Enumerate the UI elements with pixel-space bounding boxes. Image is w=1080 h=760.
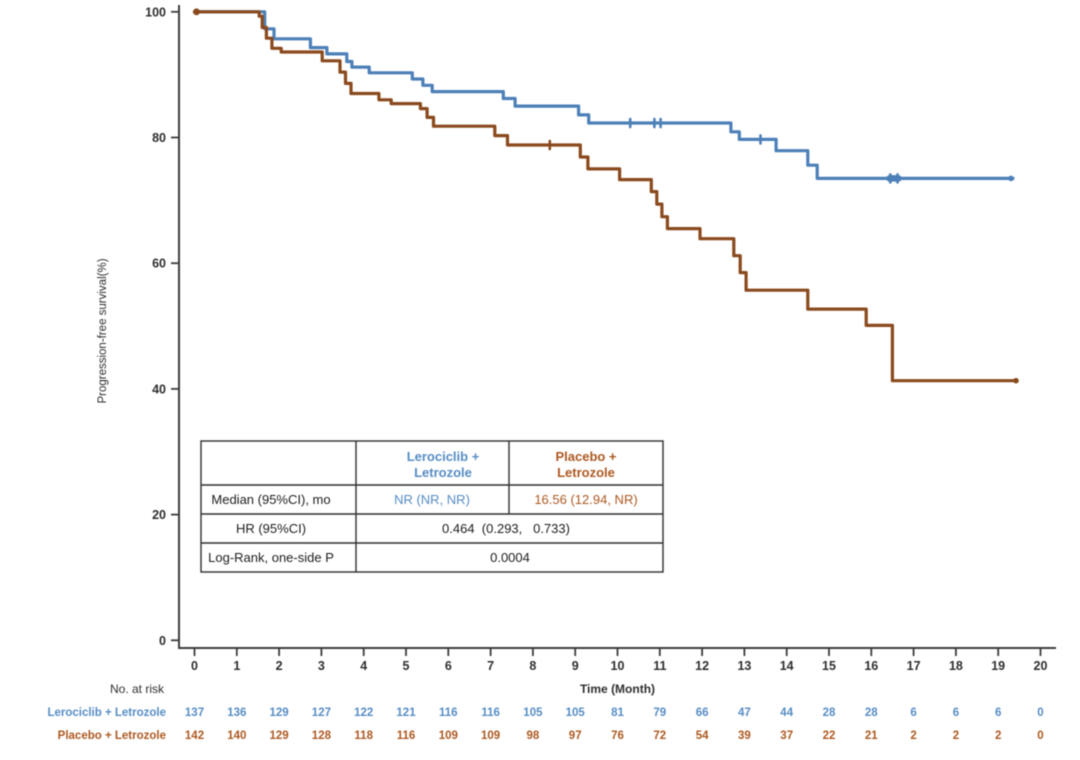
svg-text:140: 140 (227, 730, 246, 742)
svg-text:16.56 (12.94, NR): 16.56 (12.94, NR) (534, 492, 637, 507)
svg-text:105: 105 (523, 707, 543, 719)
svg-text:121: 121 (396, 707, 416, 719)
svg-text:122: 122 (354, 707, 373, 719)
svg-text:20: 20 (1034, 659, 1048, 673)
svg-text:11: 11 (653, 659, 666, 673)
svg-text:129: 129 (270, 707, 289, 719)
svg-text:7: 7 (487, 659, 494, 673)
svg-text:Placebo + Letrozole: Placebo + Letrozole (58, 730, 166, 742)
svg-text:100: 100 (145, 5, 166, 19)
svg-text:8: 8 (529, 659, 536, 673)
svg-text:105: 105 (566, 707, 586, 719)
svg-text:0.0004: 0.0004 (490, 550, 530, 565)
svg-text:54: 54 (696, 730, 709, 742)
svg-text:142: 142 (185, 730, 204, 742)
svg-text:16: 16 (864, 659, 878, 673)
svg-text:12: 12 (695, 659, 709, 673)
svg-text:127: 127 (312, 707, 331, 719)
svg-text:6: 6 (953, 707, 959, 719)
svg-text:6: 6 (995, 707, 1001, 719)
svg-text:60: 60 (152, 257, 166, 271)
svg-text:109: 109 (439, 730, 458, 742)
svg-text:Log-Rank, one-side P: Log-Rank, one-side P (208, 550, 334, 565)
svg-text:39: 39 (738, 730, 751, 742)
svg-text:19: 19 (991, 659, 1005, 673)
svg-text:44: 44 (780, 707, 793, 719)
svg-text:137: 137 (185, 707, 204, 719)
svg-text:9: 9 (572, 659, 579, 673)
svg-text:47: 47 (738, 707, 751, 719)
svg-text:15: 15 (822, 659, 836, 673)
svg-text:1: 1 (233, 659, 240, 673)
svg-text:80: 80 (152, 131, 166, 145)
svg-text:40: 40 (152, 382, 166, 396)
svg-text:Placebo +: Placebo + (555, 449, 616, 464)
svg-text:116: 116 (481, 707, 500, 719)
svg-text:81: 81 (611, 707, 624, 719)
svg-text:13: 13 (737, 659, 751, 673)
svg-text:Lerociclib +: Lerociclib + (407, 449, 480, 464)
svg-text:0: 0 (1037, 707, 1043, 719)
svg-text:Letrozole: Letrozole (414, 465, 472, 480)
svg-text:0: 0 (1037, 730, 1043, 742)
svg-text:0: 0 (159, 634, 166, 648)
svg-text:72: 72 (653, 730, 666, 742)
svg-text:79: 79 (653, 707, 666, 719)
svg-text:109: 109 (481, 730, 500, 742)
svg-text:Time (Month): Time (Month) (580, 682, 655, 696)
svg-text:97: 97 (569, 730, 582, 742)
svg-text:Median (95%CI), mo: Median (95%CI), mo (211, 492, 330, 507)
svg-text:6: 6 (445, 659, 452, 673)
svg-text:6: 6 (910, 707, 916, 719)
svg-text:10: 10 (611, 659, 625, 673)
svg-text:Progression-free survival(%): Progression-free survival(%) (97, 258, 109, 403)
svg-text:5: 5 (403, 659, 410, 673)
svg-text:21: 21 (865, 730, 878, 742)
svg-text:66: 66 (696, 707, 709, 719)
svg-text:116: 116 (397, 730, 416, 742)
svg-text:0: 0 (191, 659, 198, 673)
svg-text:2: 2 (276, 659, 283, 673)
svg-text:Lerociclib + Letrozole: Lerociclib + Letrozole (47, 707, 166, 719)
svg-text:4: 4 (360, 659, 367, 673)
svg-text:136: 136 (227, 707, 246, 719)
svg-text:No. at risk: No. at risk (110, 682, 165, 696)
svg-text:2: 2 (910, 730, 916, 742)
svg-text:76: 76 (611, 730, 624, 742)
svg-text:129: 129 (270, 730, 289, 742)
svg-text:3: 3 (318, 659, 325, 673)
svg-text:22: 22 (823, 730, 836, 742)
svg-text:2: 2 (953, 730, 959, 742)
svg-text:98: 98 (527, 730, 540, 742)
svg-text:17: 17 (907, 659, 921, 673)
svg-text:2: 2 (995, 730, 1001, 742)
svg-text:14: 14 (780, 659, 794, 673)
svg-text:18: 18 (949, 659, 963, 673)
svg-text:HR (95%CI): HR (95%CI) (236, 521, 306, 536)
svg-text:128: 128 (312, 730, 332, 742)
svg-text:NR (NR, NR): NR (NR, NR) (394, 492, 470, 507)
svg-text:37: 37 (780, 730, 793, 742)
svg-text:Letrozole: Letrozole (557, 465, 615, 480)
svg-text:118: 118 (354, 730, 373, 742)
svg-text:28: 28 (865, 707, 878, 719)
svg-text:0.464 (0.293, 0.733): 0.464 (0.293, 0.733) (442, 521, 570, 536)
svg-text:28: 28 (823, 707, 836, 719)
svg-text:20: 20 (152, 508, 166, 522)
svg-text:116: 116 (439, 707, 458, 719)
